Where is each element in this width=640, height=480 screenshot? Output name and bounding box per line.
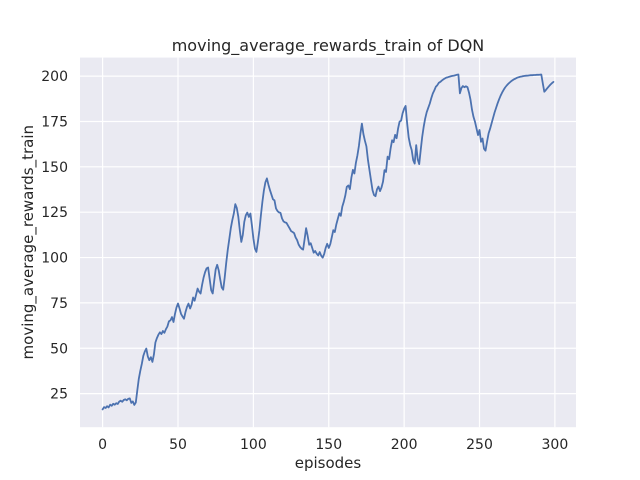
y-tick-label: 200 [41,69,68,85]
y-tick-label: 150 [41,160,68,176]
x-tick-label: 50 [169,437,187,453]
x-tick-label: 300 [542,437,569,453]
y-axis-label-wrap: moving_average_rewards_train [19,0,37,480]
y-tick-label: 125 [41,205,68,221]
y-tick-label: 50 [50,341,68,357]
chart-title: moving_average_rewards_train of DQN [171,36,485,55]
x-tick-label: 150 [315,437,342,453]
x-tick-label: 250 [466,437,493,453]
y-tick-label: 25 [50,387,68,403]
x-tick-label: 200 [391,437,418,453]
y-tick-label: 100 [41,251,68,267]
x-tick-label: 100 [240,437,267,453]
x-axis-label: episodes [294,454,362,472]
x-tick-label: 0 [98,437,107,453]
reward-line [101,73,555,411]
plot-area [80,57,576,428]
y-tick-label: 75 [50,296,68,312]
y-axis-label: moving_average_rewards_train [19,125,37,360]
y-tick-label: 175 [41,114,68,130]
